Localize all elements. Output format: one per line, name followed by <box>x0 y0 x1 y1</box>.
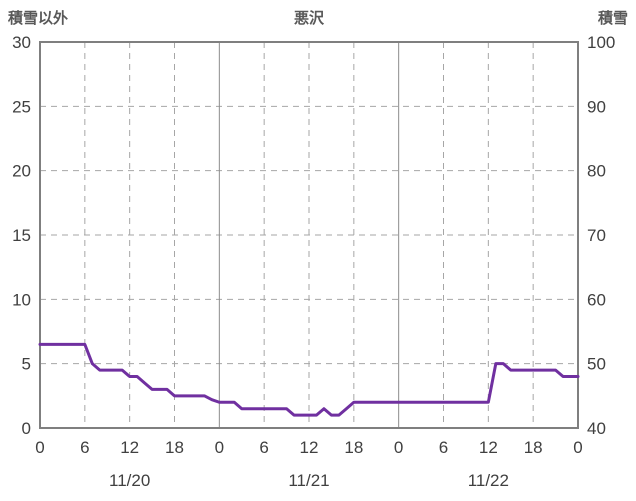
left-axis-tick-label: 5 <box>22 355 31 374</box>
plot-border <box>39 41 579 429</box>
x-axis-tick-label: 0 <box>35 438 44 457</box>
x-axis-tick-label: 18 <box>165 438 184 457</box>
right-axis-tick-label: 60 <box>587 290 606 309</box>
x-axis-date-label: 11/22 <box>468 471 509 490</box>
right-axis-tick-label: 80 <box>587 162 606 181</box>
right-axis-tick-label: 100 <box>587 33 615 52</box>
x-axis-tick-label: 18 <box>524 438 543 457</box>
x-axis-tick-label: 6 <box>259 438 268 457</box>
left-axis-tick-label: 15 <box>12 226 31 245</box>
x-axis-tick-label: 12 <box>479 438 498 457</box>
left-axis-tick-label: 20 <box>12 162 31 181</box>
x-axis-date-label: 11/20 <box>109 471 150 490</box>
left-axis-title: 積雪以外 <box>8 10 69 27</box>
x-axis-tick-label: 0 <box>394 438 403 457</box>
right-axis-tick-label: 90 <box>587 97 606 116</box>
left-axis-tick-label: 10 <box>12 290 31 309</box>
series-line-積雪以外 <box>38 342 580 417</box>
left-axis-tick-label: 25 <box>12 97 31 116</box>
x-axis-tick-label: 12 <box>300 438 319 457</box>
right-axis-title: 積雪 <box>597 10 628 27</box>
left-axis-tick-label: 30 <box>12 33 31 52</box>
x-axis-tick-label: 0 <box>215 438 224 457</box>
x-axis-tick-label: 18 <box>344 438 363 457</box>
x-axis-tick-label: 6 <box>439 438 448 457</box>
right-axis-tick-label: 50 <box>587 355 606 374</box>
x-axis-tick-label: 0 <box>573 438 582 457</box>
right-axis-tick-label: 40 <box>587 419 606 438</box>
x-axis-date-label: 11/21 <box>288 471 329 490</box>
x-axis-tick-label: 12 <box>120 438 139 457</box>
left-axis-tick-label: 0 <box>22 419 31 438</box>
right-axis-tick-label: 70 <box>587 226 606 245</box>
x-axis-tick-label: 6 <box>80 438 89 457</box>
chart-title: 悪沢 <box>293 10 324 27</box>
